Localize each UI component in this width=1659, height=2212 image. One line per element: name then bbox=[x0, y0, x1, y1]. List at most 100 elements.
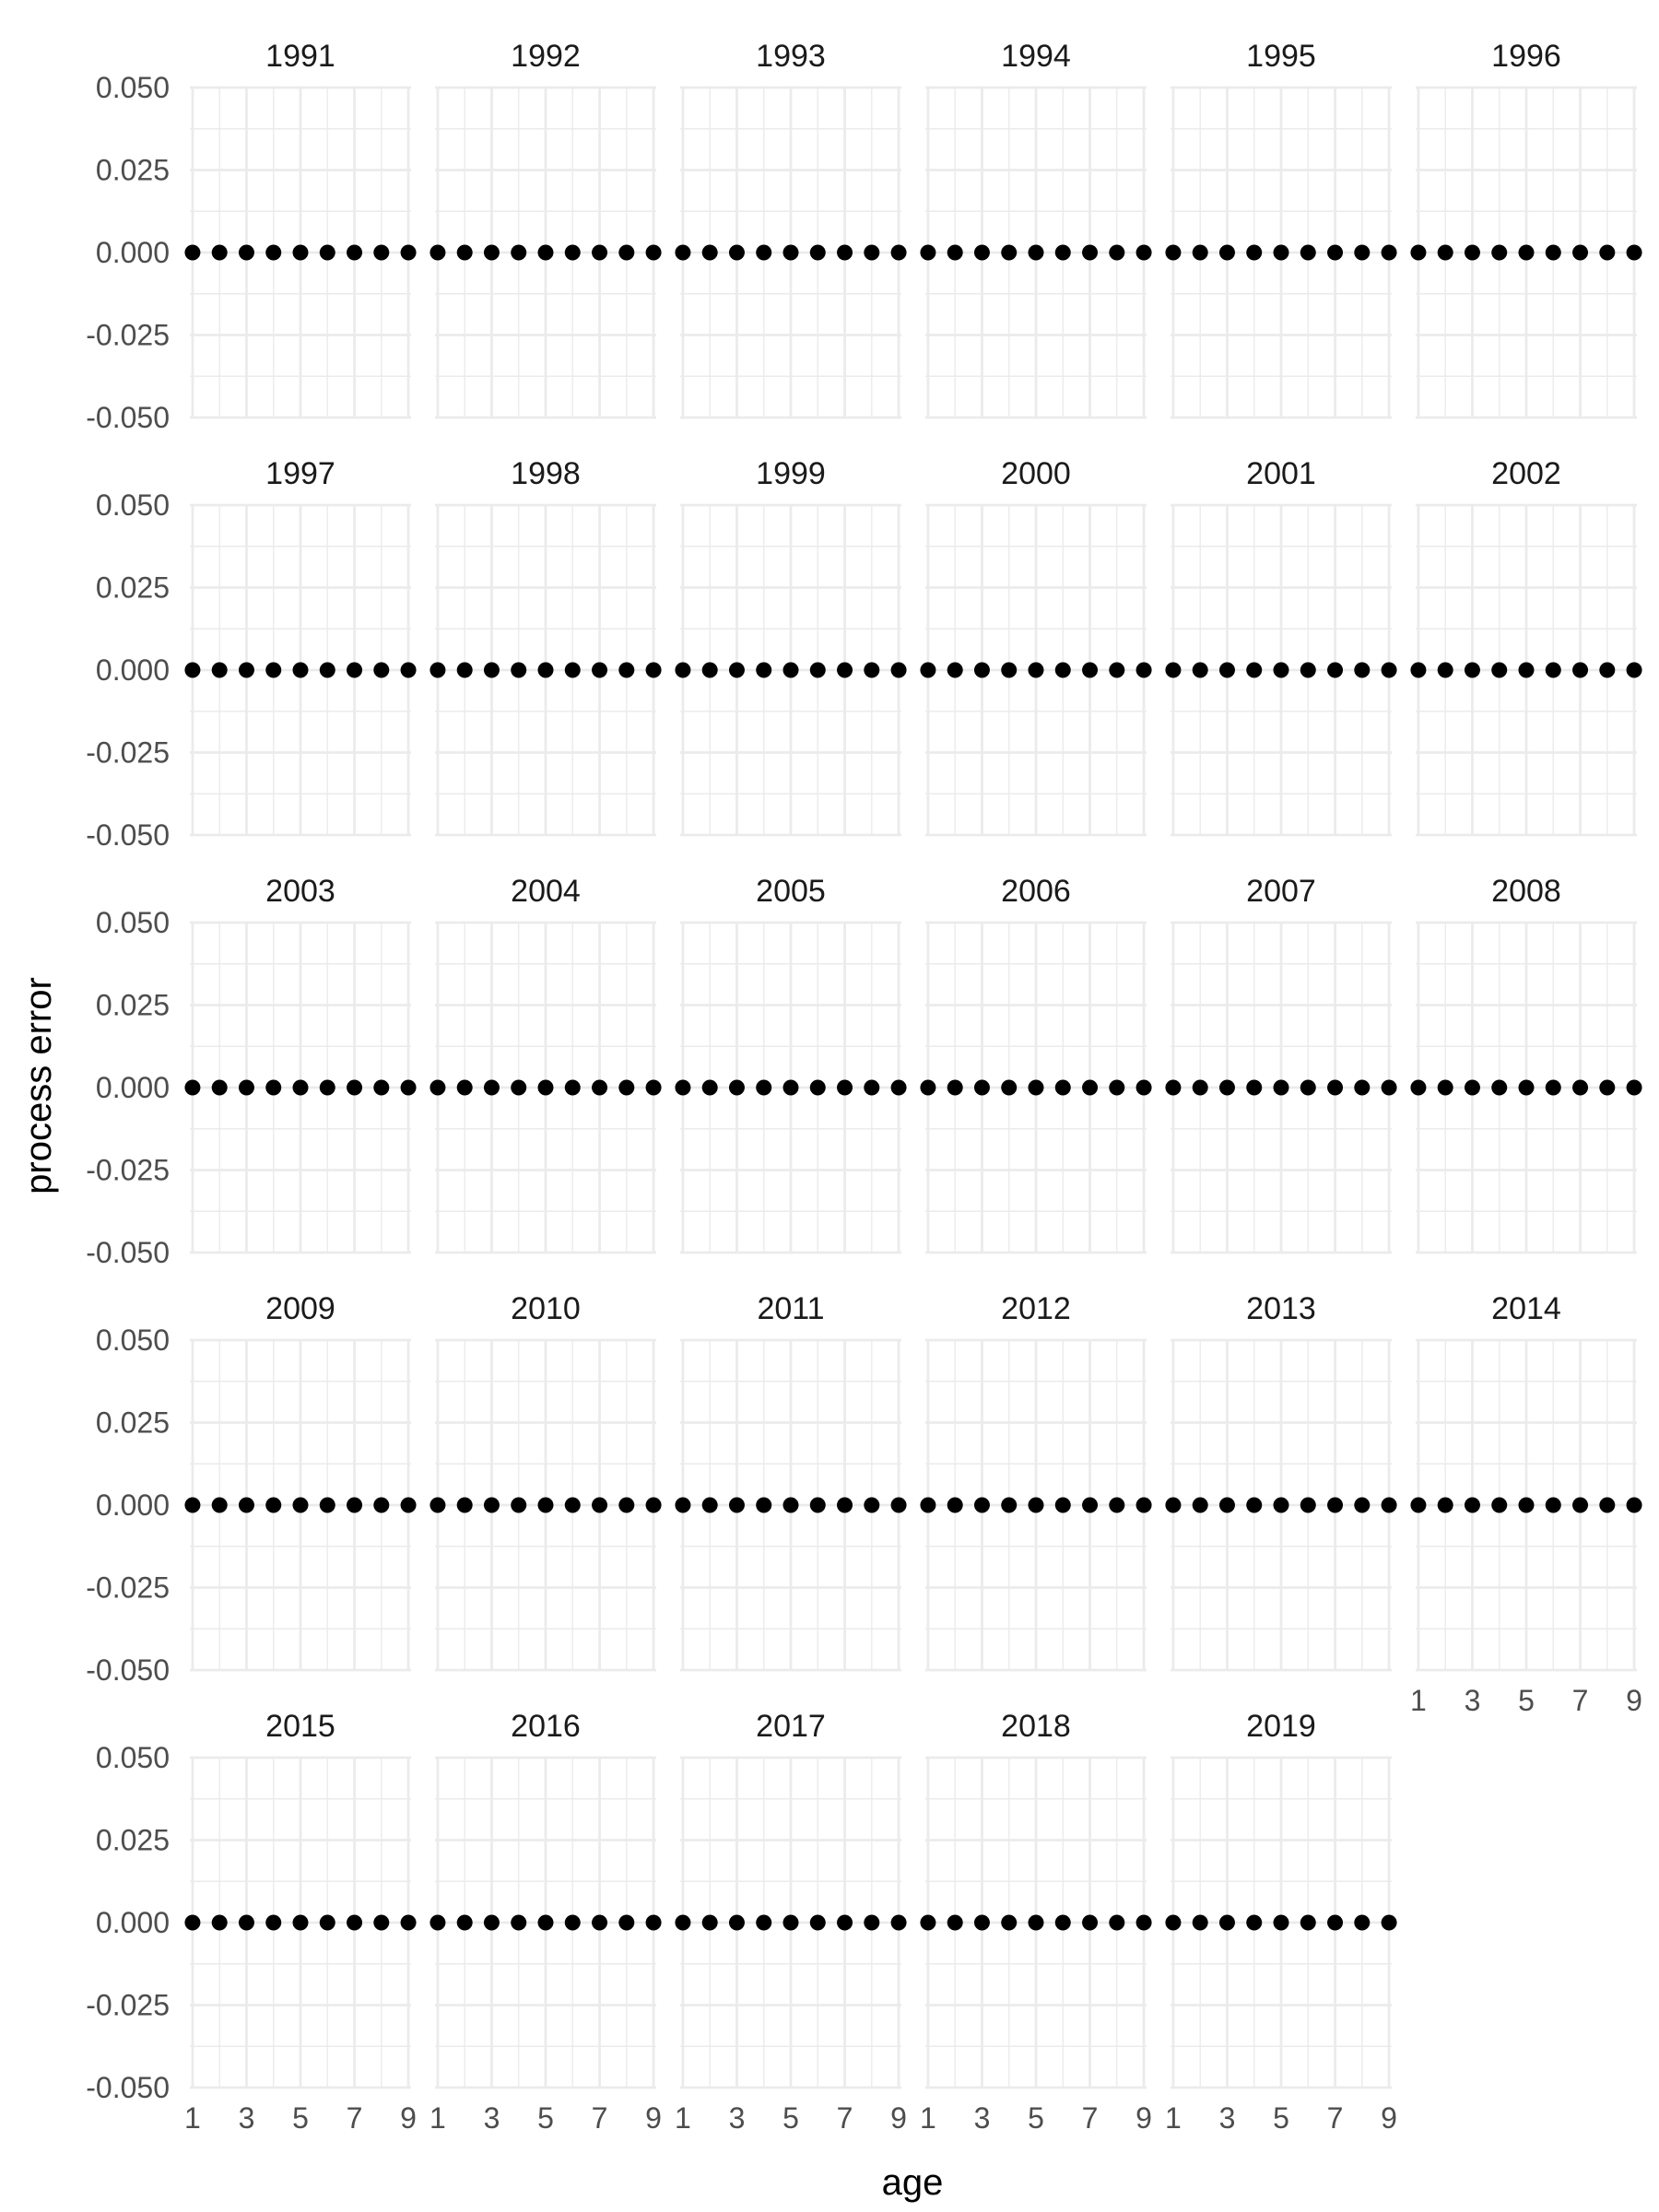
data-point bbox=[511, 1079, 527, 1096]
x-tick-label: 5 bbox=[1273, 2101, 1289, 2135]
data-point bbox=[756, 662, 772, 678]
data-point bbox=[238, 662, 254, 678]
data-point bbox=[1001, 1914, 1018, 1931]
data-point bbox=[1109, 1079, 1125, 1096]
data-point bbox=[564, 662, 581, 678]
data-point bbox=[400, 244, 417, 261]
data-point bbox=[675, 244, 691, 261]
y-tick-label: 0.000 bbox=[96, 1488, 170, 1522]
y-tick-label: 0.025 bbox=[96, 989, 170, 1022]
data-point bbox=[675, 1914, 691, 1931]
data-point bbox=[864, 662, 880, 678]
data-point bbox=[238, 1914, 254, 1931]
data-point bbox=[618, 662, 635, 678]
data-point bbox=[456, 244, 473, 261]
x-tick-label: 5 bbox=[537, 2101, 554, 2135]
facet-label: 2007 bbox=[1246, 874, 1316, 909]
data-point bbox=[1491, 1079, 1508, 1096]
y-tick-label: -0.025 bbox=[86, 736, 170, 770]
y-tick-label: 0.050 bbox=[96, 71, 170, 104]
data-point bbox=[1410, 662, 1427, 678]
data-point bbox=[1109, 1914, 1125, 1931]
data-point bbox=[319, 1914, 335, 1931]
y-tick-label: -0.025 bbox=[86, 1571, 170, 1605]
data-point bbox=[645, 244, 662, 261]
data-point bbox=[511, 1914, 527, 1931]
data-point bbox=[1135, 1497, 1152, 1513]
data-point bbox=[890, 662, 907, 678]
data-point bbox=[1381, 244, 1397, 261]
data-point bbox=[373, 1079, 390, 1096]
facet-panel-2004: 2004 bbox=[429, 874, 662, 1254]
data-point bbox=[1327, 1079, 1344, 1096]
facet-label: 2002 bbox=[1491, 456, 1561, 491]
data-point bbox=[1246, 244, 1263, 261]
facet-panel-2014: 2014 1 3 5 7 9 bbox=[1410, 1291, 1642, 1717]
data-point bbox=[1028, 244, 1044, 261]
data-point bbox=[618, 1079, 635, 1096]
data-point bbox=[211, 244, 228, 261]
data-point bbox=[1437, 1079, 1453, 1096]
facet-panel-2000: 2000 bbox=[920, 456, 1152, 837]
data-point bbox=[701, 1497, 718, 1513]
data-point bbox=[1327, 662, 1344, 678]
data-point bbox=[1273, 1914, 1289, 1931]
data-point bbox=[1491, 244, 1508, 261]
x-tick-label: 5 bbox=[292, 2101, 309, 2135]
data-point bbox=[1300, 1079, 1316, 1096]
data-point bbox=[920, 1497, 936, 1513]
data-point bbox=[1545, 662, 1561, 678]
facet-label: 1993 bbox=[756, 39, 826, 74]
x-tick-label: 5 bbox=[782, 2101, 799, 2135]
data-point bbox=[701, 1914, 718, 1931]
data-point bbox=[756, 1914, 772, 1931]
data-point bbox=[1381, 1079, 1397, 1096]
data-point bbox=[1599, 1497, 1616, 1513]
data-point bbox=[947, 662, 963, 678]
data-point bbox=[265, 1079, 282, 1096]
facet-panel-1994: 1994 bbox=[920, 39, 1152, 419]
data-point bbox=[1545, 1497, 1561, 1513]
data-point bbox=[1135, 244, 1152, 261]
y-tick-label: 0.000 bbox=[96, 1071, 170, 1104]
data-point bbox=[483, 1497, 500, 1513]
data-point bbox=[456, 662, 473, 678]
data-point bbox=[1381, 662, 1397, 678]
data-point bbox=[1165, 244, 1182, 261]
data-point bbox=[292, 1914, 309, 1931]
data-point bbox=[211, 662, 228, 678]
facet-panel-2011: 2011 bbox=[675, 1291, 907, 1672]
facet-panel-2018: 2018 1 3 5 7 9 bbox=[920, 1709, 1152, 2135]
data-point bbox=[618, 244, 635, 261]
data-point bbox=[1327, 1914, 1344, 1931]
data-point bbox=[1273, 244, 1289, 261]
data-point bbox=[1218, 1914, 1235, 1931]
data-point bbox=[809, 1079, 826, 1096]
data-point bbox=[373, 1497, 390, 1513]
data-point bbox=[456, 1497, 473, 1513]
data-point bbox=[756, 244, 772, 261]
data-point bbox=[756, 1497, 772, 1513]
data-point bbox=[920, 244, 936, 261]
y-tick-label: -0.025 bbox=[86, 1989, 170, 2022]
data-point bbox=[265, 662, 282, 678]
data-point bbox=[1028, 1079, 1044, 1096]
data-point bbox=[400, 1914, 417, 1931]
data-point bbox=[1192, 1497, 1208, 1513]
data-point bbox=[890, 1914, 907, 1931]
facet-label: 2019 bbox=[1246, 1709, 1316, 1744]
data-point bbox=[347, 1497, 363, 1513]
data-point bbox=[920, 1914, 936, 1931]
data-point bbox=[837, 244, 853, 261]
data-point bbox=[184, 1079, 201, 1096]
x-tick-label: 1 bbox=[429, 2101, 446, 2135]
y-tick-label: -0.025 bbox=[86, 319, 170, 352]
data-point bbox=[1626, 662, 1642, 678]
data-point bbox=[211, 1497, 228, 1513]
x-tick-label: 7 bbox=[1082, 2101, 1099, 2135]
data-point bbox=[537, 1079, 554, 1096]
facet-panel-2013: 2013 bbox=[1165, 1291, 1397, 1672]
facet-label: 1995 bbox=[1246, 39, 1316, 74]
y-tick-label: 0.050 bbox=[96, 1324, 170, 1357]
facet-label: 2009 bbox=[265, 1291, 335, 1326]
